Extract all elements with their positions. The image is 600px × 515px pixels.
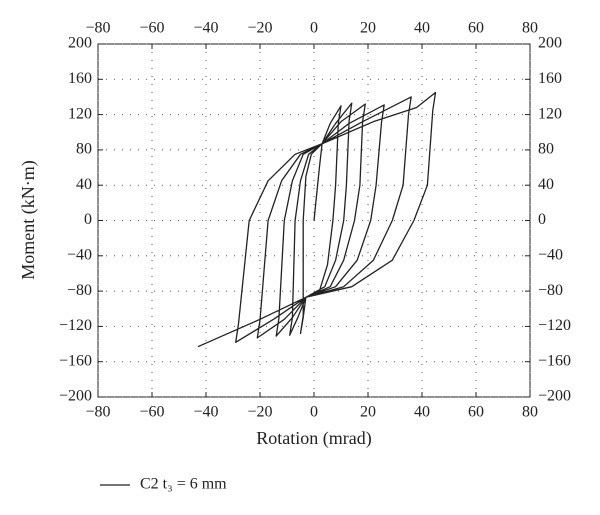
y-tick-label: 120 [68,105,92,122]
y-tick-label-right: −200 [538,388,571,405]
y-tick-label: −200 [59,388,92,405]
y-tick-label: −120 [59,317,92,334]
y-tick-label-right: 120 [538,105,562,122]
x-tick-label-top: 60 [468,20,484,37]
y-tick-label: 40 [76,176,92,193]
y-tick-label: 80 [76,141,92,158]
x-tick-label: −40 [193,404,218,421]
x-tick-label: 20 [360,404,376,421]
x-tick-label: −20 [247,404,272,421]
y-tick-label: −80 [67,282,92,299]
x-tick-label: 60 [468,404,484,421]
x-tick-label: 80 [522,404,538,421]
x-tick-label-top: −40 [193,20,218,37]
x-tick-label-top: −80 [85,20,110,37]
y-tick-label: 0 [84,211,92,228]
x-tick-label-top: 40 [414,20,430,37]
y-tick-label-right: −40 [538,246,563,263]
x-tick-label-top: 0 [310,20,318,37]
y-tick-label-right: −80 [538,282,563,299]
x-axis-label: Rotation (mrad) [256,428,371,449]
x-tick-label-top: 20 [360,20,376,37]
y-tick-label-right: 160 [538,70,562,87]
y-tick-label: −40 [67,246,92,263]
x-tick-label-top: −60 [139,20,164,37]
x-tick-label: 0 [310,404,318,421]
x-tick-label: −80 [85,404,110,421]
y-tick-label: 160 [68,70,92,87]
y-tick-label-right: −120 [538,317,571,334]
y-axis-label: Moment (kN·m) [18,160,39,279]
y-tick-label-right: 80 [538,141,554,158]
y-tick-label-right: 0 [538,211,546,228]
x-tick-label: −60 [139,404,164,421]
series-line [197,91,437,348]
x-tick-label: 40 [414,404,430,421]
x-tick-label-top: 80 [522,20,538,37]
y-tick-label-right: 200 [538,35,562,52]
y-tick-label-right: −160 [538,352,571,369]
y-tick-label-right: 40 [538,176,554,193]
y-tick-label: −160 [59,352,92,369]
y-tick-label: 200 [68,35,92,52]
legend-label: C2 t₃ = 6 mm [140,476,227,493]
x-tick-label-top: −20 [247,20,272,37]
